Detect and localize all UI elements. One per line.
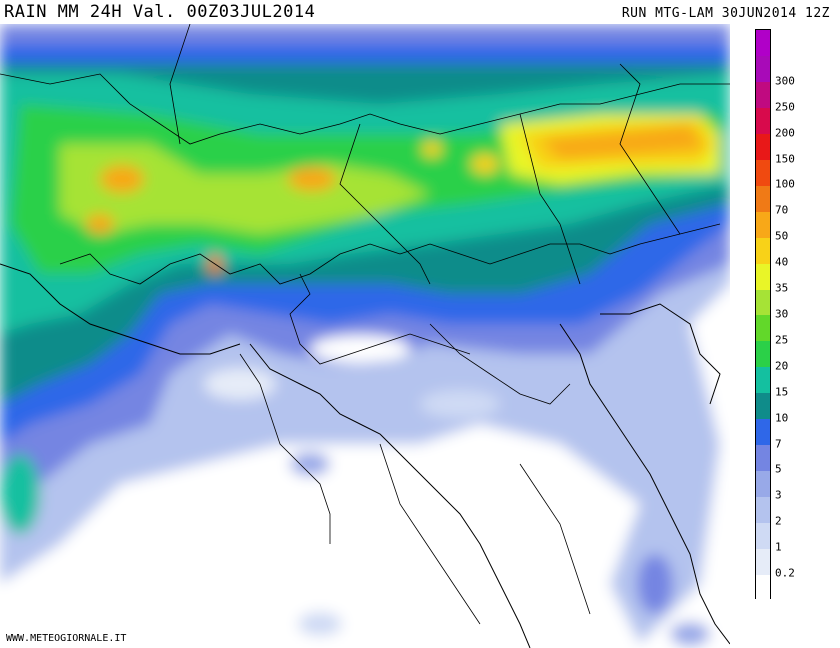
- precipitation-map: [0, 24, 730, 648]
- scale-cell: [756, 289, 770, 316]
- map-title: RAIN MM 24H Val. 00Z03JUL2014: [4, 2, 316, 22]
- scale-cell: [756, 548, 770, 575]
- scale-cell: [756, 315, 770, 342]
- source-credit: WWW.METEOGIORNALE.IT: [6, 633, 127, 644]
- color-scale-bar: [755, 29, 771, 601]
- scale-label: 0.2: [775, 566, 795, 580]
- scale-label: 3: [775, 488, 782, 502]
- scale-cell: [756, 340, 770, 368]
- scale-label: 30: [775, 307, 789, 321]
- scale-cell: [756, 133, 770, 161]
- scale-cell: [756, 81, 770, 109]
- scale-label: 40: [775, 255, 789, 269]
- scale-cell: [756, 263, 770, 290]
- scale-label: 250: [775, 100, 795, 114]
- scale-cell: [756, 522, 770, 549]
- country-borders: [0, 24, 730, 625]
- scale-cell: [756, 159, 770, 186]
- scale-label: 15: [775, 385, 789, 399]
- scale-cell: [756, 185, 770, 212]
- scale-cell: [756, 392, 770, 420]
- coastline: [0, 263, 730, 648]
- scale-label: 100: [775, 177, 795, 191]
- scale-cell: [756, 107, 770, 135]
- scale-label: 50: [775, 229, 789, 243]
- scale-label: 7: [775, 437, 782, 451]
- scale-cell: [756, 237, 770, 264]
- scale-label: 150: [775, 152, 795, 166]
- scale-cell: [756, 366, 770, 394]
- scale-label: 70: [775, 203, 789, 217]
- scale-label: 25: [775, 333, 789, 347]
- scale-cell: [756, 470, 770, 497]
- scale-cell: [756, 574, 770, 601]
- scale-label: 10: [775, 411, 789, 425]
- scale-cell: [756, 418, 770, 446]
- scale-label: 35: [775, 281, 789, 295]
- scale-label: 20: [775, 359, 789, 373]
- scale-label: 5: [775, 462, 782, 476]
- scale-cell: [756, 30, 770, 57]
- scale-cell: [756, 211, 770, 238]
- scale-label: 200: [775, 126, 795, 140]
- scale-label: 1: [775, 540, 782, 554]
- precipitation-field: [0, 24, 730, 648]
- scale-cell: [756, 444, 770, 471]
- model-run-label: RUN MTG-LAM 30JUN2014 12Z: [621, 6, 830, 21]
- scale-label: 300: [775, 74, 795, 88]
- scale-cell: [756, 496, 770, 523]
- scale-label: 2: [775, 514, 782, 528]
- scale-cell: [756, 55, 770, 83]
